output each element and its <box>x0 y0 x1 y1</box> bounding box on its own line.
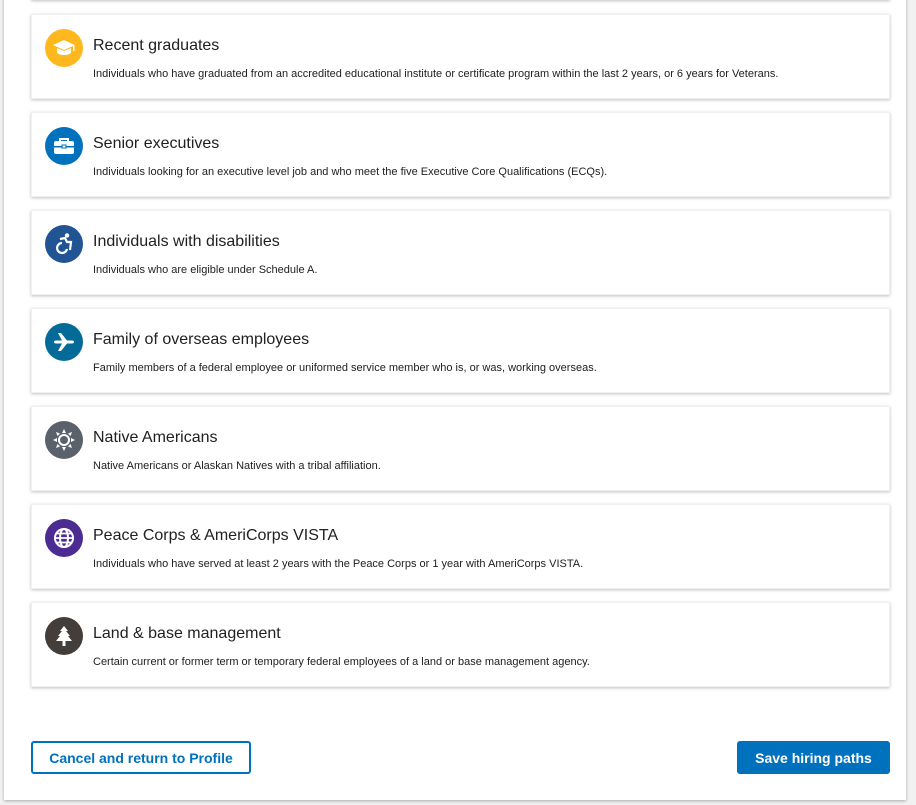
globe-icon <box>45 519 83 557</box>
tree-icon <box>45 617 83 655</box>
cancel-button[interactable]: Cancel and return to Profile <box>31 741 251 774</box>
briefcase-icon <box>45 127 83 165</box>
hiring-path-description: Native Americans or Alaskan Natives with… <box>93 460 381 472</box>
accessibility-icon <box>45 225 83 263</box>
hiring-path-card[interactable]: Land & base management Certain current o… <box>31 602 890 687</box>
hiring-path-card[interactable]: Recent graduates Individuals who have gr… <box>31 14 890 99</box>
hiring-path-description: Individuals who are eligible under Sched… <box>93 264 318 276</box>
hiring-path-description: Individuals who have served at least 2 y… <box>93 558 584 570</box>
hiring-path-description: Individuals looking for an executive lev… <box>93 166 608 178</box>
airplane-icon <box>45 323 83 361</box>
hiring-path-title: Land & base management <box>93 625 281 642</box>
hiring-path-card[interactable]: Native Americans Native Americans or Ala… <box>31 406 890 491</box>
hiring-path-description: Certain current or former term or tempor… <box>93 656 590 668</box>
hiring-path-title: Family of overseas employees <box>93 331 310 348</box>
hiring-path-description: Family members of a federal employee or … <box>93 362 597 374</box>
save-hiring-paths-button[interactable]: Save hiring paths <box>737 741 890 774</box>
sun-icon <box>45 421 83 459</box>
hiring-path-title: Senior executives <box>93 135 220 152</box>
hiring-path-title: Native Americans <box>93 429 218 446</box>
hiring-path-card[interactable]: Senior executives Individuals looking fo… <box>31 112 890 197</box>
hiring-path-title: Recent graduates <box>93 37 220 54</box>
hiring-path-title: Individuals with disabilities <box>93 233 280 250</box>
graduation-cap-icon <box>45 29 83 67</box>
hiring-path-title: Peace Corps & AmeriCorps VISTA <box>93 527 339 544</box>
hiring-path-card[interactable]: Peace Corps & AmeriCorps VISTA Individua… <box>31 504 890 589</box>
hiring-path-card[interactable]: Family of overseas employees Family memb… <box>31 308 890 393</box>
hiring-path-card[interactable]: Individuals with disabilities Individual… <box>31 210 890 295</box>
hiring-path-description: Individuals who have graduated from an a… <box>93 68 779 80</box>
